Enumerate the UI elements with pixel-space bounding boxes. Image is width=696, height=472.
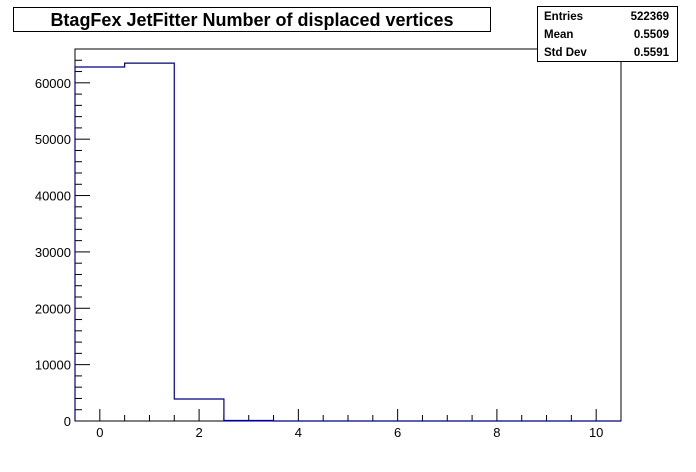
x-tick-label: 6 <box>394 425 401 440</box>
y-tick-label: 40000 <box>35 189 71 204</box>
title-box: BtagFex JetFitter Number of displaced ve… <box>13 7 491 32</box>
stats-box: Entries 522369 Mean 0.5509 Std Dev 0.559… <box>537 6 678 62</box>
x-tick-label: 8 <box>493 425 500 440</box>
x-tick-label: 4 <box>295 425 302 440</box>
stats-value: 0.5509 <box>633 29 669 41</box>
stats-row-stddev: Std Dev 0.5591 <box>544 44 669 62</box>
y-tick-label: 60000 <box>35 76 71 91</box>
x-minor-ticks <box>74 415 622 421</box>
stats-row-entries: Entries 522369 <box>544 8 669 26</box>
y-tick-label: 50000 <box>35 132 71 147</box>
stats-row-mean: Mean 0.5509 <box>544 26 669 44</box>
x-axis: 0 2 4 6 8 10 <box>96 409 603 440</box>
plot-frame <box>74 48 622 422</box>
stats-label: Entries <box>544 11 583 23</box>
stats-value: 0.5591 <box>633 47 669 59</box>
y-tick-label: 10000 <box>35 358 71 373</box>
y-tick-label: 20000 <box>35 301 71 316</box>
chart-title: BtagFex JetFitter Number of displaced ve… <box>50 10 454 30</box>
x-tick-label: 10 <box>589 425 603 440</box>
histogram-outline <box>74 62 621 422</box>
stats-value: 522369 <box>630 11 669 23</box>
x-tick-label: 2 <box>195 425 202 440</box>
y-tick-label: 0 <box>64 414 71 429</box>
stats-label: Std Dev <box>544 47 587 59</box>
y-axis: 0 10000 20000 30000 40000 50000 60000 <box>35 76 90 429</box>
y-tick-label: 30000 <box>35 245 71 260</box>
x-tick-label: 0 <box>96 425 103 440</box>
stats-label: Mean <box>544 29 574 41</box>
y-minor-ticks <box>75 48 82 411</box>
